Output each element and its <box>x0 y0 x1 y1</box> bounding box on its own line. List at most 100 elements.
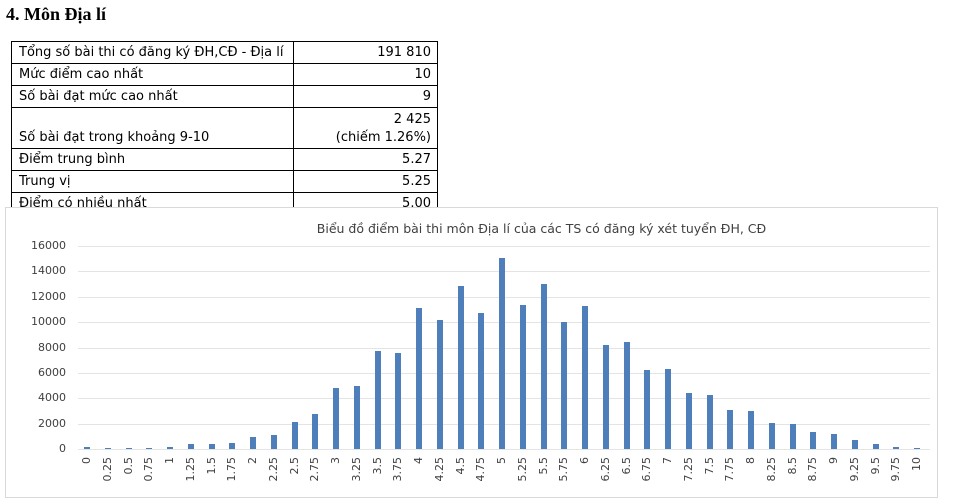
gridline <box>78 449 930 450</box>
stats-table: Tổng số bài thi có đăng ký ĐH,CĐ - Địa l… <box>11 41 438 215</box>
table-row: Trung vị 5.25 <box>11 170 438 193</box>
bar <box>187 444 194 449</box>
x-tick-label: 3.25 <box>349 457 363 482</box>
bar <box>851 440 858 449</box>
x-tick-label: 0.25 <box>100 457 114 482</box>
y-tick-label: 16000 <box>31 239 66 252</box>
bar <box>685 393 692 449</box>
bar <box>623 341 630 449</box>
stat-value: 5.27 <box>293 148 438 171</box>
stat-label: Số bài đạt trong khoảng 9-10 <box>11 107 294 149</box>
y-tick-label: 12000 <box>31 289 66 303</box>
x-tick-label: 7.5 <box>702 457 716 475</box>
x-tick-label: 1 <box>163 457 176 464</box>
y-tick-label: 8000 <box>38 340 66 354</box>
gridline <box>78 246 930 247</box>
x-tick-label: 4.25 <box>432 457 446 482</box>
stat-value: 191 810 <box>293 41 438 64</box>
bar <box>353 385 360 449</box>
table-row: Mức điểm cao nhất 10 <box>11 63 438 86</box>
bar <box>125 448 132 449</box>
x-tick-label: 2.5 <box>287 457 301 475</box>
bar <box>727 409 734 449</box>
x-tick-label: 6.25 <box>598 457 612 482</box>
stat-value: 10 <box>293 63 438 86</box>
x-tick-label: 8 <box>744 457 757 464</box>
bar <box>395 353 402 449</box>
x-tick-label: 1.5 <box>204 457 218 475</box>
x-tick-label: 8.5 <box>785 457 799 475</box>
bar <box>644 370 651 449</box>
x-tick-label: 8.25 <box>764 457 778 482</box>
x-tick-label: 3 <box>329 457 342 464</box>
x-tick-label: 2.75 <box>308 457 322 482</box>
y-tick-label: 4000 <box>38 391 66 405</box>
bar <box>457 285 464 449</box>
bar <box>831 434 837 449</box>
bar <box>561 321 568 449</box>
bar <box>84 446 90 449</box>
x-tick-label: 7.25 <box>681 457 695 482</box>
bar <box>499 257 505 449</box>
bar <box>478 312 485 449</box>
bar <box>706 394 713 449</box>
bar <box>416 308 422 449</box>
bar <box>312 413 319 449</box>
bar <box>104 448 111 449</box>
stat-label: Số bài đạt mức cao nhất <box>11 85 294 108</box>
bar <box>893 447 900 449</box>
table-row: Số bài đạt mức cao nhất 9 <box>11 85 438 108</box>
bar <box>665 369 671 449</box>
x-tick-label: 7 <box>661 457 674 464</box>
x-tick-label: 6.75 <box>640 457 654 482</box>
stat-value-percent: (chiếm 1.26%) <box>335 130 431 145</box>
table-row: Tổng số bài thi có đăng ký ĐH,CĐ - Địa l… <box>11 41 438 64</box>
bar <box>374 351 381 449</box>
bar <box>208 443 215 449</box>
stat-label: Điểm trung bình <box>11 148 294 171</box>
bar <box>167 447 173 449</box>
x-tick-label: 1.75 <box>225 457 239 482</box>
stat-value: 2 425 (chiếm 1.26%) <box>293 107 438 149</box>
y-tick-label: 6000 <box>38 365 66 379</box>
x-tick-label: 0.75 <box>142 457 156 482</box>
bar <box>748 410 754 449</box>
bar <box>436 319 443 449</box>
stat-label: Tổng số bài thi có đăng ký ĐH,CĐ - Địa l… <box>11 41 294 64</box>
bar <box>872 443 879 449</box>
bar <box>229 443 236 449</box>
x-tick-label: 5.75 <box>557 457 571 482</box>
x-tick-label: 9.25 <box>847 457 861 482</box>
bar <box>270 435 277 449</box>
chart-title: Biểu đồ điểm bài thi môn Địa lí của các … <box>316 221 767 236</box>
y-tick-label: 10000 <box>31 315 66 329</box>
x-tick-label: 5.5 <box>536 457 550 475</box>
bar <box>333 388 339 449</box>
x-tick-label: 4.5 <box>453 457 467 475</box>
bar <box>810 431 817 449</box>
bar <box>146 448 153 449</box>
x-tick-label: 0.5 <box>121 457 135 475</box>
y-tick-label: 14000 <box>31 264 66 278</box>
stat-value-count: 2 425 <box>393 112 431 127</box>
bar <box>250 437 256 449</box>
x-tick-label: 3.75 <box>391 457 405 482</box>
x-tick-label: 5 <box>495 457 508 464</box>
bar <box>582 305 588 449</box>
bar <box>914 448 920 449</box>
table-row: Số bài đạt trong khoảng 9-10 2 425 (chiếm … <box>11 107 438 149</box>
bar <box>768 423 775 449</box>
histogram-chart: Biểu đồ điểm bài thi môn Địa lí của các … <box>5 207 938 498</box>
stat-label: Mức điểm cao nhất <box>11 63 294 86</box>
bar <box>789 423 796 449</box>
bar <box>602 345 609 449</box>
x-tick-label: 8.75 <box>806 457 820 482</box>
x-tick-label: 9 <box>827 457 840 464</box>
x-tick-label: 2 <box>246 457 259 464</box>
x-tick-label: 10 <box>910 457 923 471</box>
x-tick-label: 3.5 <box>370 457 384 475</box>
table-row: Điểm trung bình 5.27 <box>11 148 438 171</box>
y-tick-label: 0 <box>59 442 66 455</box>
x-tick-label: 4.75 <box>474 457 488 482</box>
bar <box>291 421 298 449</box>
